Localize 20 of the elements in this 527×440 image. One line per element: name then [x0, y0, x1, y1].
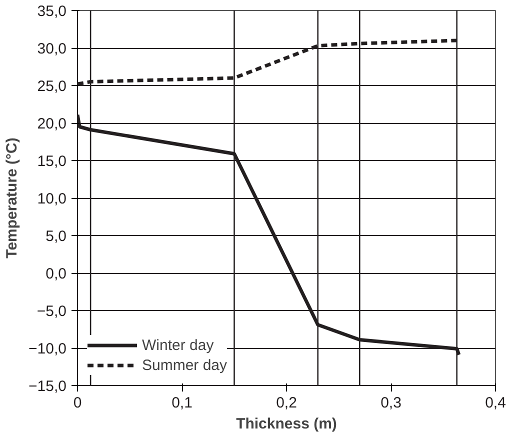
y-tick-label: 35,0 — [37, 3, 67, 20]
y-tick-label: 0,0 — [46, 266, 67, 282]
y-tick-label: 15,0 — [37, 153, 67, 170]
x-tick-label: 0,3 — [380, 394, 402, 412]
y-tick-label: 25,0 — [37, 78, 67, 95]
x-tick-label: 0,2 — [276, 394, 297, 412]
y-tick-label: −5,0 — [36, 303, 67, 320]
y-axis-title: Temperature (°C) — [4, 138, 21, 258]
legend-label: Winter day — [142, 336, 214, 354]
legend-label: Summer day — [142, 356, 228, 374]
y-tick-label: 20,0 — [37, 116, 67, 132]
x-axis-title: Thickness (m) — [236, 416, 337, 432]
x-tick-label: 0,4 — [485, 394, 506, 412]
y-tick-label: −15,0 — [28, 378, 67, 395]
y-tick-label: −10,0 — [28, 340, 67, 358]
y-tick-label: 30,0 — [37, 40, 67, 58]
x-tick-label: 0 — [73, 394, 82, 412]
y-tick-label: 5,0 — [46, 228, 67, 245]
x-tick-label: 0,1 — [172, 394, 192, 412]
y-tick-label: 10,0 — [37, 190, 67, 208]
